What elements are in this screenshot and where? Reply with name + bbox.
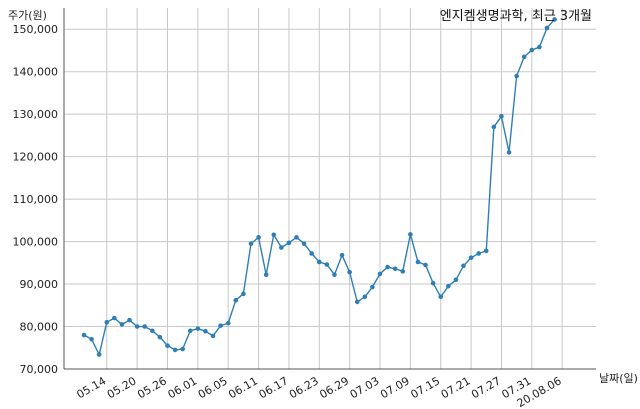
axis-layer: [63, 8, 596, 370]
data-point: [195, 326, 201, 331]
data-point: [324, 262, 330, 267]
x-tick-label: 07.09: [378, 374, 412, 401]
data-point: [286, 240, 292, 246]
x-tick-label: 06.11: [226, 374, 260, 401]
data-point: [225, 320, 231, 326]
x-tick-label: 06.17: [257, 374, 291, 401]
data-point: [544, 25, 550, 31]
data-point: [552, 17, 557, 22]
data-point: [339, 252, 345, 258]
data-point: [89, 336, 94, 342]
y-tick-label: 150,000: [13, 23, 59, 36]
data-point: [392, 266, 398, 272]
x-tick-labels: 05.1405.2005.2606.0106.0506.1106.1706.23…: [74, 374, 563, 409]
data-point: [134, 324, 140, 329]
data-point: [446, 283, 451, 289]
x-tick-label: 05.20: [105, 374, 139, 401]
data-point: [453, 277, 459, 283]
y-axis-label: 주가(원): [8, 9, 47, 22]
y-tick-label: 100,000: [13, 236, 59, 249]
data-point: [521, 54, 527, 60]
y-tick-label: 130,000: [13, 108, 59, 121]
x-axis-label: 날짜(일): [599, 371, 638, 385]
data-point: [81, 332, 87, 338]
data-point: [316, 259, 322, 265]
x-tick-label: 05.14: [74, 374, 108, 401]
data-point: [157, 334, 163, 340]
y-tick-label: 70,000: [20, 363, 59, 376]
data-point: [112, 315, 117, 321]
y-tick-label: 80,000: [20, 321, 59, 334]
data-point: [271, 232, 277, 238]
data-point: [233, 297, 239, 303]
data-point: [468, 255, 474, 261]
data-point: [301, 241, 307, 247]
data-point: [210, 333, 216, 339]
data-point: [430, 280, 436, 286]
x-tick-label: 06.05: [196, 374, 230, 401]
data-point: [150, 328, 155, 334]
data-point: [279, 245, 284, 250]
data-point: [514, 73, 519, 79]
data-point: [483, 248, 489, 254]
y-tick-labels: 70,000 80,000 90,000 100,000 110,000 120,000 1…: [13, 23, 59, 376]
data-point: [263, 272, 269, 278]
chart-title: 엔지켐생명과학, 최근 3개월: [440, 9, 592, 24]
grid-layer: [64, 8, 596, 369]
data-point: [96, 352, 102, 357]
data-point: [165, 343, 170, 348]
x-tick-label: 05.26: [135, 374, 169, 401]
data-point: [354, 299, 360, 305]
data-point: [461, 263, 466, 269]
y-tick-label: 110,000: [13, 193, 59, 206]
data-point: [218, 323, 223, 328]
series-layer: [81, 17, 557, 357]
x-tick-label: 06.01: [166, 374, 200, 401]
data-point: [256, 235, 261, 240]
data-point: [499, 114, 504, 119]
data-point: [187, 328, 193, 334]
data-point: [415, 259, 421, 265]
data-point: [491, 124, 497, 130]
data-point: [332, 272, 337, 278]
data-point: [347, 269, 352, 275]
data-point: [476, 251, 481, 256]
data-point: [362, 294, 368, 300]
data-point: [309, 251, 315, 256]
data-point: [529, 47, 535, 53]
data-point: [142, 324, 148, 329]
data-point: [408, 232, 413, 237]
data-point: [104, 319, 110, 325]
x-tick-label: 07.03: [348, 374, 382, 401]
x-tick-label: 06.29: [317, 374, 351, 401]
data-point: [400, 269, 406, 274]
data-point: [172, 347, 178, 353]
data-point: [377, 271, 383, 277]
x-tick-label: 07.27: [469, 374, 503, 401]
y-tick-label: 120,000: [13, 151, 59, 164]
data-point: [119, 322, 125, 327]
x-tick-label: 07.21: [439, 374, 473, 401]
y-tick-label: 90,000: [20, 278, 59, 291]
data-point: [248, 241, 254, 247]
data-point: [241, 291, 246, 297]
x-tick-label: 06.23: [287, 374, 321, 401]
data-point: [423, 262, 428, 268]
data-point: [506, 150, 512, 155]
y-tick-label: 140,000: [13, 66, 59, 79]
data-point: [203, 328, 208, 334]
x-tick-label: 07.15: [408, 374, 442, 401]
data-point: [180, 346, 185, 352]
data-point: [438, 294, 444, 300]
data-point: [537, 44, 542, 50]
data-point: [294, 235, 299, 240]
data-point: [370, 284, 375, 290]
data-point: [385, 264, 390, 270]
data-point: [127, 317, 132, 323]
